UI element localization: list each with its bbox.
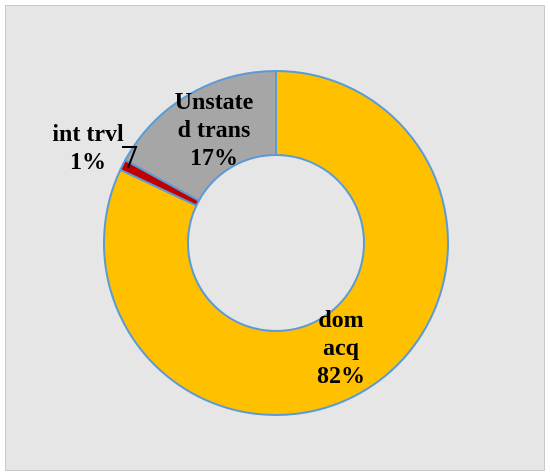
- donut-chart: [103, 69, 449, 416]
- data-label-int-trvl-line1: int trvl: [52, 121, 124, 147]
- data-label-unstated-trans-line1: Unstate: [174, 89, 254, 115]
- data-label-dom-acq-line1: dom: [318, 307, 364, 333]
- data-label-unstated-trans-line2: d trans: [177, 117, 251, 143]
- data-label-dom-acq-line2: acq: [323, 335, 359, 361]
- data-label-dom-acq: dom acq 82%: [296, 306, 386, 390]
- data-label-unstated-trans: Unstate d trans 17%: [154, 88, 274, 172]
- donut-slice-dom-acq: [103, 69, 449, 416]
- data-label-int-trvl: int trvl 1%: [38, 120, 138, 176]
- donut-slice-unstated-trans: [123, 69, 277, 202]
- chart-area: dom acq 82% int trvl 1% Unstate d trans …: [5, 5, 545, 471]
- leader-line-int-trvl: [122, 146, 138, 168]
- data-label-dom-acq-value: 82%: [317, 363, 365, 389]
- data-label-int-trvl-value: 1%: [70, 149, 106, 175]
- data-label-unstated-trans-value: 17%: [190, 145, 238, 171]
